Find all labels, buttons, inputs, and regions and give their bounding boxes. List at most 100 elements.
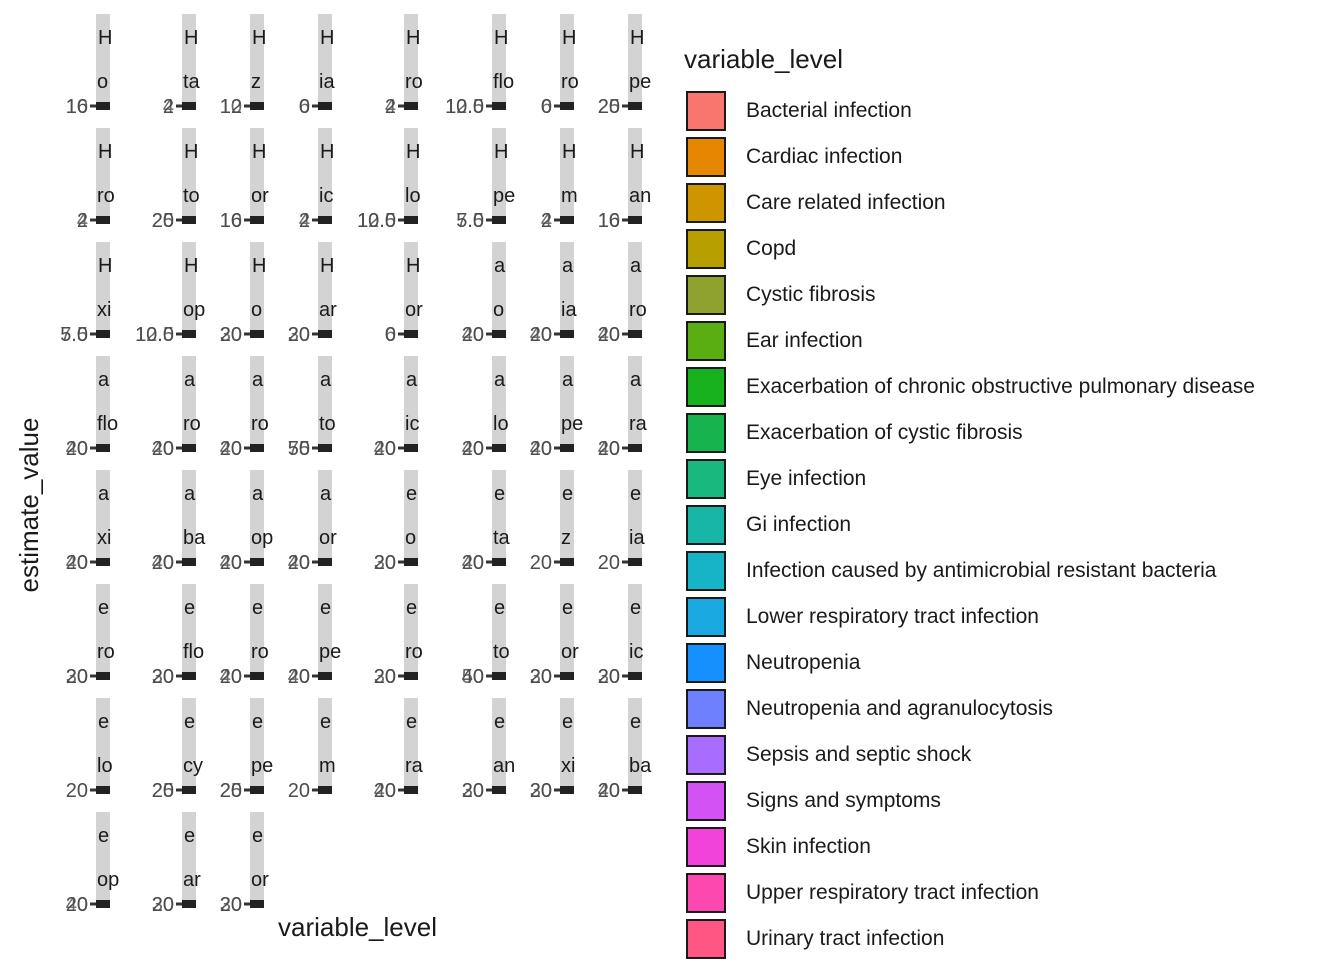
legend-label: Neutropenia and agranulocytosis (746, 697, 1054, 720)
bar-stack (404, 786, 418, 794)
y-tick-label: 4 (541, 210, 552, 232)
y-tick-label: 30 (530, 780, 552, 802)
facet-strip-label: cy (183, 755, 203, 777)
facet-strip (318, 356, 332, 444)
y-tick-label: 20 (220, 438, 242, 460)
facet-strip-label: e (320, 597, 331, 619)
y-tick-label: 16 (598, 210, 620, 232)
y-axis-label: estimate_value (14, 418, 44, 593)
facet-strip-label: H (320, 141, 334, 163)
facet-strip-label: H (406, 27, 420, 49)
facet-strip-label: ra (629, 413, 648, 435)
bar-stack (492, 102, 506, 110)
legend-key-swatch (686, 689, 726, 729)
legend-key-swatch (686, 505, 726, 545)
facet-strip (182, 584, 196, 672)
legend-label: Cystic fibrosis (746, 283, 876, 306)
facet-strip (250, 242, 264, 330)
facet-strip (250, 128, 264, 216)
bar-stack (250, 330, 264, 338)
y-tick-label: 40 (598, 438, 620, 460)
y-tick-label: 10.0 (357, 210, 396, 232)
facet-strip-label: H (562, 141, 576, 163)
facet-strip-label: H (98, 255, 112, 277)
y-tick-label: 10 (66, 96, 88, 118)
facet-strip-label: e (184, 711, 195, 733)
bar-stack (96, 672, 110, 680)
facet-strip (560, 128, 574, 216)
facet-strip-label: ro (561, 71, 579, 93)
bar-stack (250, 558, 264, 566)
legend-item: Exacerbation of chronic obstructive pulm… (684, 367, 1255, 413)
y-tick-label: 12.5 (357, 210, 396, 232)
y-tick-label: 20 (66, 780, 88, 802)
facet-strip-label: op (251, 527, 273, 549)
legend-item: Upper respiratory tract infection (684, 873, 1039, 919)
facet-strip (492, 584, 506, 672)
bar-stack (560, 786, 574, 794)
facet-strip-label: m (561, 185, 578, 207)
facet-strip (318, 242, 332, 330)
y-tick-label: 20 (530, 780, 552, 802)
y-tick-label: 20 (152, 210, 174, 232)
facet-strip-label: e (184, 597, 195, 619)
bar-stack (404, 216, 418, 224)
facet-strip-label: e (406, 483, 417, 505)
facet-strip-label: e (406, 711, 417, 733)
bar-stack (250, 444, 264, 452)
bar-stack (404, 330, 418, 338)
facet-strip (560, 698, 574, 786)
bar-stack (560, 102, 574, 110)
y-tick-label: 20 (66, 894, 88, 916)
bar-stack (96, 330, 110, 338)
facet-strip-label: e (252, 825, 263, 847)
y-tick-label: 4 (163, 96, 174, 118)
facet-strip (628, 242, 642, 330)
bar-stack (560, 444, 574, 452)
y-tick-label: 16 (66, 96, 88, 118)
y-tick-label: 20 (598, 780, 620, 802)
facet-strip-label: H (630, 141, 644, 163)
facet-strip (318, 128, 332, 216)
y-tick-label: 30 (598, 666, 620, 688)
facet-strip-label: e (630, 483, 641, 505)
bar-stack (96, 216, 110, 224)
facet-strip-label: H (320, 27, 334, 49)
legend-label: Upper respiratory tract infection (746, 881, 1039, 904)
facet-strip-label: a (252, 369, 264, 391)
facet-strip-label: o (405, 527, 416, 549)
facet-strip-label: H (406, 255, 420, 277)
facet-strip-label: o (97, 71, 108, 93)
facet-strip (492, 356, 506, 444)
facet-strip-label: a (562, 369, 574, 391)
facet-strip (404, 242, 418, 330)
facet-strip-label: ro (251, 641, 269, 663)
facet-strip-label: op (97, 869, 119, 891)
facet-strip-label: pe (629, 71, 651, 93)
y-tick-label: 25 (220, 780, 242, 802)
y-tick-label: 10.0 (135, 324, 174, 346)
legend-key-swatch (686, 91, 726, 131)
facet-strip (318, 470, 332, 558)
facet-strip (250, 470, 264, 558)
facet-strip-label: ro (251, 413, 269, 435)
legend-label: Lower respiratory tract infection (746, 605, 1039, 628)
y-tick-label: 40 (288, 552, 310, 574)
facet-strip-label: ic (319, 185, 333, 207)
legend-label: Care related infection (746, 191, 946, 214)
facet-strip-label: e (98, 597, 109, 619)
bar-stack (560, 216, 574, 224)
facet-strip (492, 14, 506, 102)
facet-strip-label: or (319, 527, 337, 549)
legend-item: Exacerbation of cystic fibrosis (684, 413, 1023, 459)
legend-key-swatch (686, 735, 726, 775)
x-axis-title: variable_level (278, 912, 437, 942)
y-tick-label: 4 (77, 210, 88, 232)
facet-strip-label: ro (97, 641, 115, 663)
facet-strip-label: e (562, 597, 573, 619)
legend-key-swatch (686, 321, 726, 361)
legend-item: Neutropenia (684, 643, 860, 689)
facet-strip-label: to (183, 185, 200, 207)
facet-strip-label: ta (183, 71, 201, 93)
facet-strip-label: a (406, 369, 418, 391)
